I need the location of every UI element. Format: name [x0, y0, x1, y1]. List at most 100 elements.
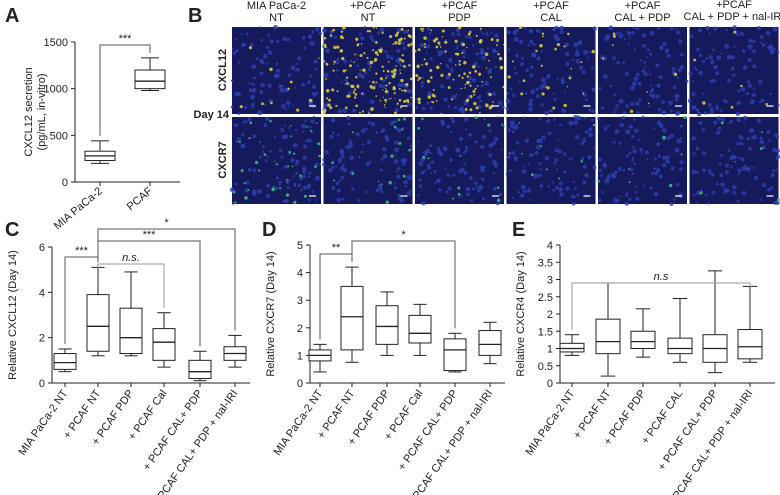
nucleus [429, 151, 432, 155]
nucleus [587, 155, 592, 160]
nucleus [695, 108, 700, 112]
stain [372, 49, 375, 52]
nucleus [309, 40, 315, 46]
stain [481, 80, 484, 83]
stain [390, 97, 392, 100]
stain [358, 156, 361, 158]
nucleus [625, 194, 628, 197]
nucleus [727, 78, 731, 83]
stain [541, 92, 545, 96]
nucleus [390, 56, 394, 61]
stain [388, 81, 391, 84]
nucleus [471, 187, 475, 191]
nucleus [528, 29, 534, 34]
nucleus [746, 137, 750, 141]
stain [473, 93, 476, 96]
nucleus [772, 147, 777, 153]
panel-label: C [5, 219, 19, 241]
nucleus [698, 70, 704, 76]
nucleus [245, 180, 250, 185]
stain [461, 42, 466, 47]
stain [375, 81, 378, 83]
nucleus [396, 170, 399, 173]
stain [354, 92, 358, 96]
nucleus [448, 59, 453, 63]
stain [463, 72, 466, 76]
nucleus [479, 50, 484, 55]
nucleus [385, 137, 390, 141]
nucleus [524, 91, 528, 95]
nucleus [733, 45, 736, 48]
nucleus [295, 163, 298, 166]
nucleus [713, 26, 718, 31]
nucleus [532, 42, 536, 47]
nucleus [264, 159, 268, 162]
nucleus [662, 163, 667, 168]
nucleus [672, 85, 677, 90]
nucleus [230, 79, 234, 83]
nucleus [631, 81, 637, 87]
stain [384, 106, 386, 109]
nucleus [464, 35, 468, 39]
nucleus [658, 174, 663, 179]
stain [460, 87, 463, 90]
stain [508, 152, 511, 155]
nucleus [391, 120, 396, 125]
stain [303, 194, 307, 198]
nucleus [360, 74, 365, 79]
nucleus [544, 111, 549, 116]
nucleus [759, 139, 765, 145]
nucleus [506, 91, 510, 95]
nucleus [382, 147, 387, 152]
stain [582, 92, 585, 95]
stain [457, 192, 461, 196]
nucleus [496, 116, 499, 119]
stain [440, 112, 443, 115]
stain [429, 69, 433, 73]
nucleus [340, 81, 343, 84]
nucleus [393, 182, 396, 185]
nucleus [679, 65, 684, 70]
nucleus [458, 136, 464, 142]
stain [466, 46, 468, 49]
stain [668, 183, 673, 188]
nucleus [702, 92, 705, 95]
nucleus [559, 25, 565, 31]
stain [357, 43, 360, 46]
column-header: MIA PaCa-2 [247, 0, 306, 12]
nucleus [573, 120, 578, 125]
stain [435, 45, 439, 49]
nucleus [234, 123, 238, 128]
nucleus [269, 150, 272, 153]
box [340, 285, 364, 351]
nucleus [393, 97, 396, 100]
stain [612, 34, 616, 38]
nucleus [741, 49, 746, 53]
nucleus [315, 142, 318, 145]
stain [612, 32, 616, 36]
nucleus [380, 190, 384, 194]
nucleus [775, 134, 780, 139]
nucleus [307, 175, 311, 178]
nucleus [475, 52, 479, 56]
nucleus [488, 153, 493, 158]
stain [556, 43, 560, 47]
nucleus [281, 103, 286, 109]
nucleus [642, 43, 647, 48]
stain [441, 29, 445, 33]
stain [375, 95, 378, 97]
nucleus [458, 87, 461, 90]
nucleus [287, 73, 292, 78]
nucleus [397, 56, 400, 59]
nucleus [625, 191, 629, 195]
stain [646, 91, 649, 93]
nucleus [311, 190, 315, 193]
nucleus [547, 131, 552, 136]
nucleus [484, 80, 490, 86]
stain [379, 99, 382, 102]
nucleus [324, 149, 330, 155]
nucleus [665, 159, 670, 164]
nucleus [344, 78, 348, 82]
nucleus [340, 154, 345, 159]
stain [403, 37, 406, 40]
